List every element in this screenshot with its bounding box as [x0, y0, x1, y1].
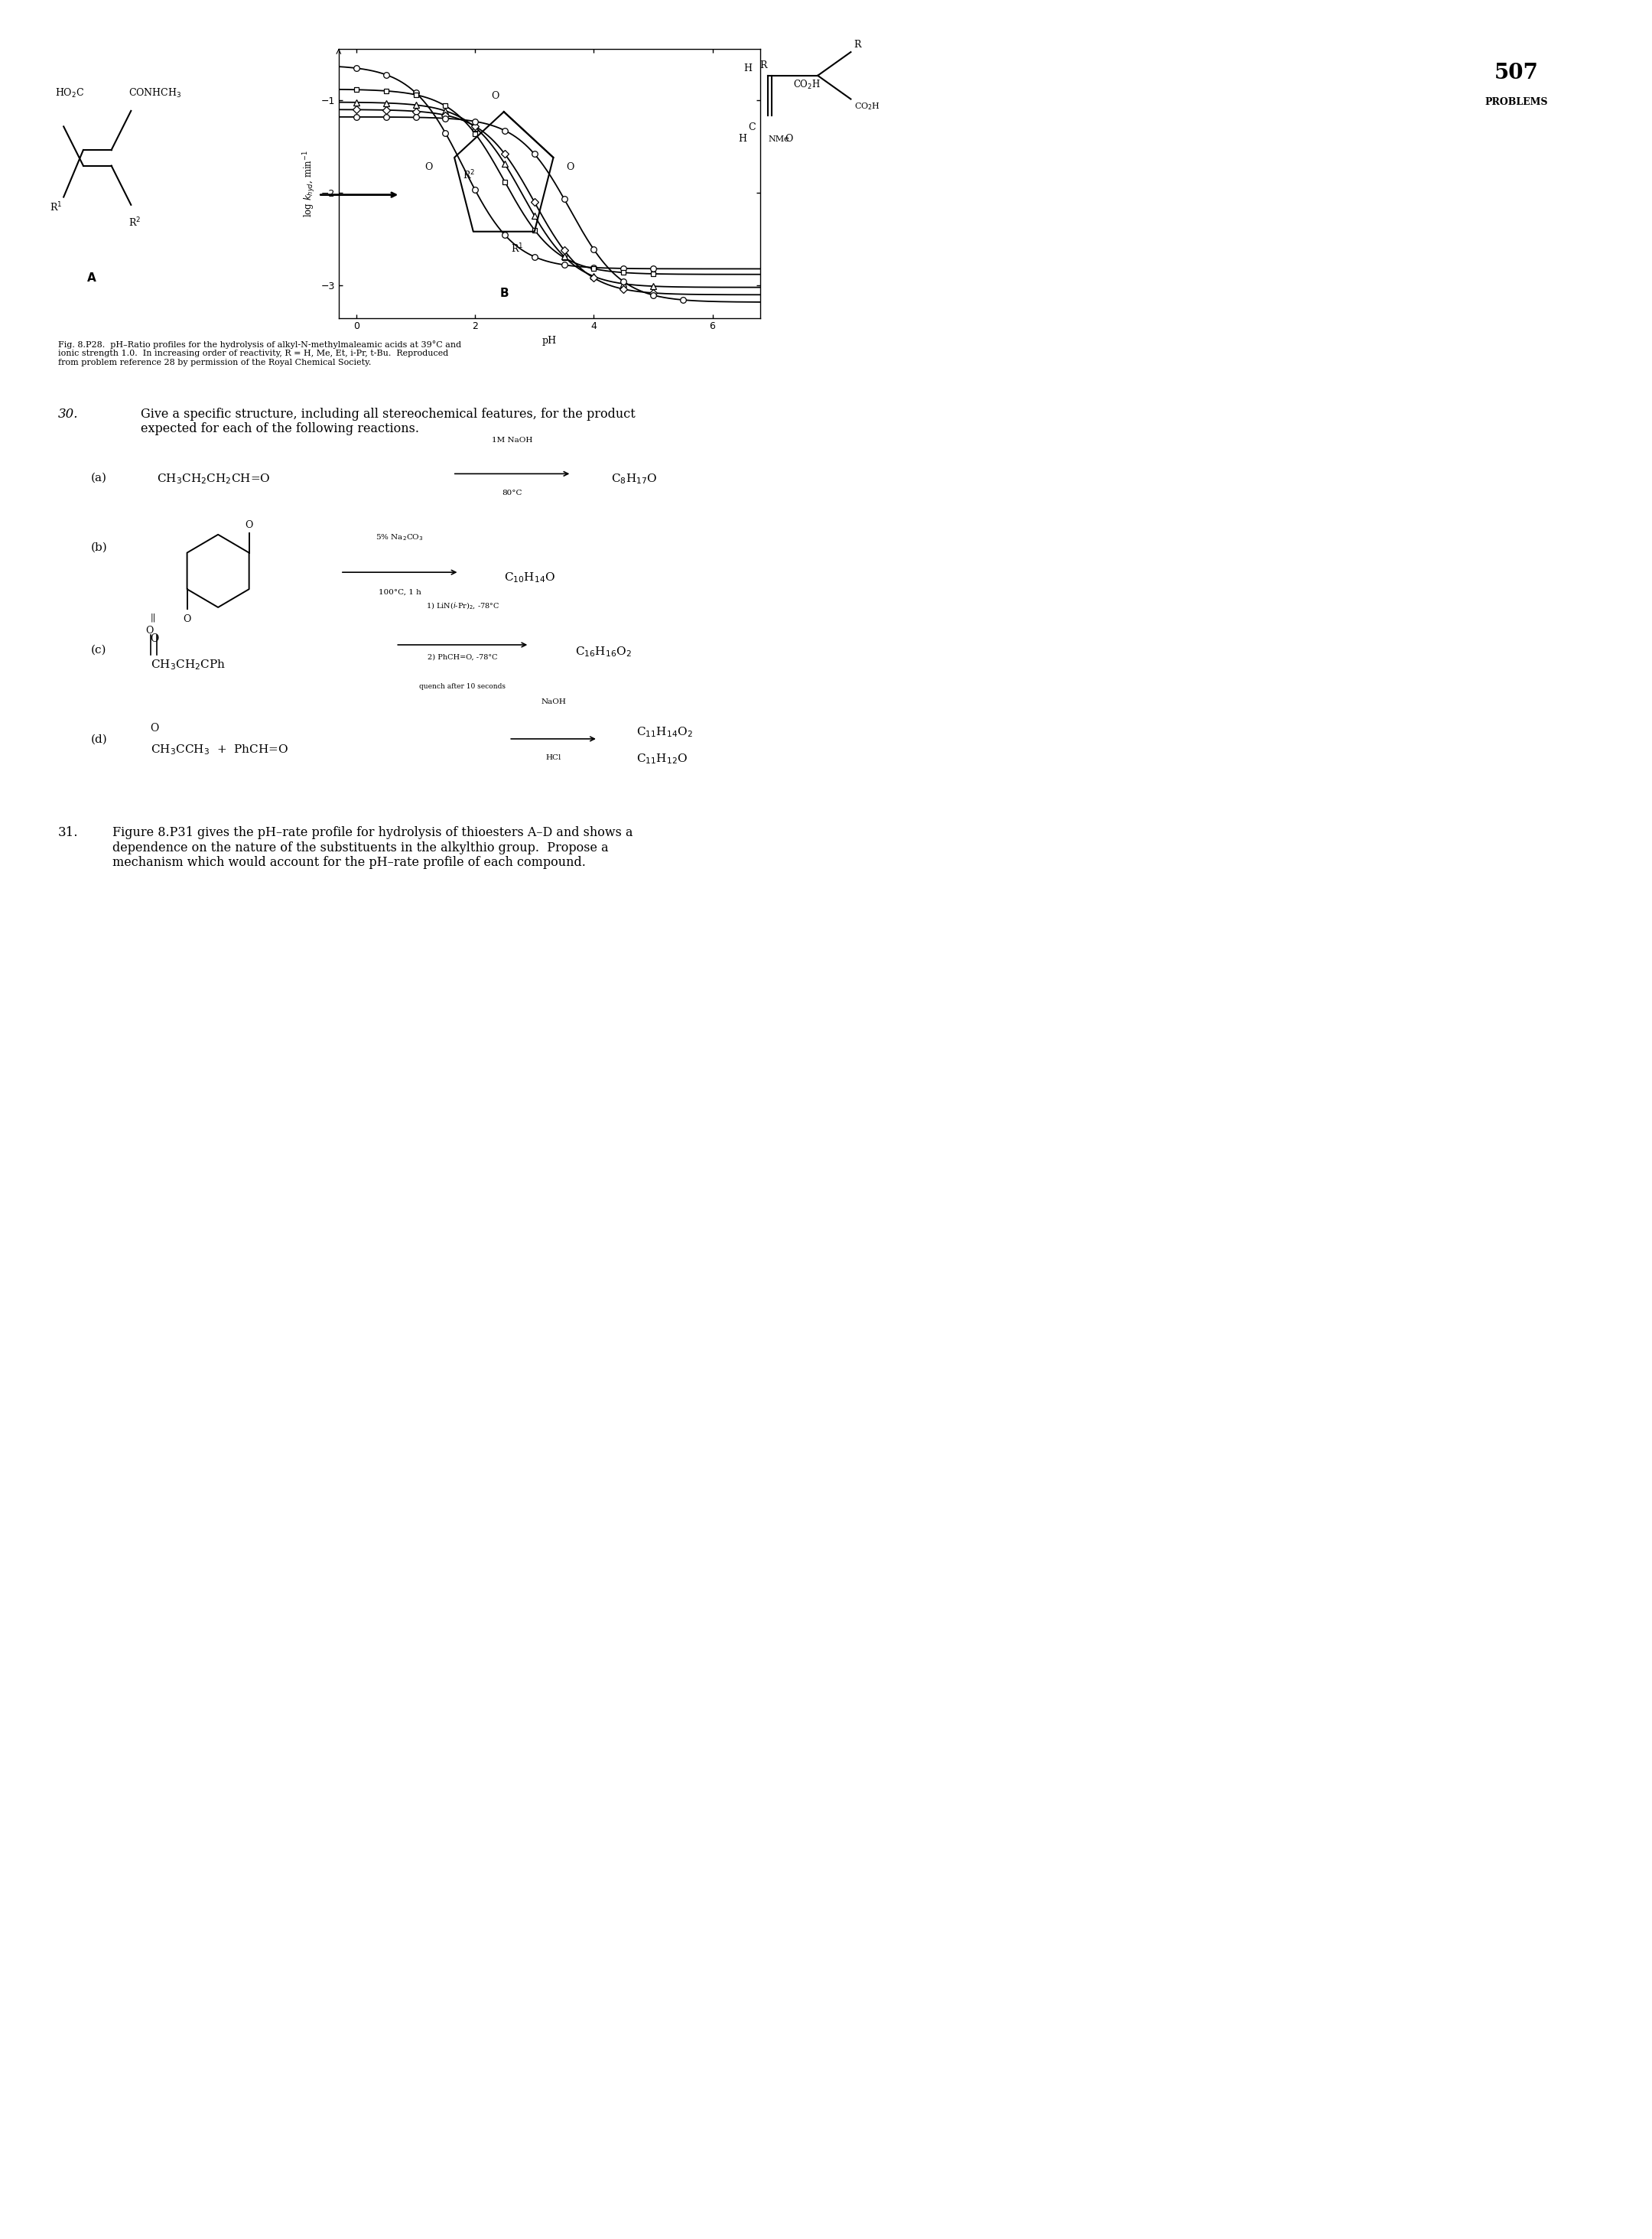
Text: 80°C: 80°C: [502, 490, 522, 497]
Text: Figure 8.P31 gives the pH–rate profile for hydrolysis of thioesters A–D and show: Figure 8.P31 gives the pH–rate profile f…: [112, 826, 633, 869]
Text: CO$_2$H: CO$_2$H: [854, 101, 881, 112]
X-axis label: pH: pH: [542, 336, 557, 345]
Text: 1M NaOH: 1M NaOH: [492, 437, 532, 443]
Text: quench after 10 seconds: quench after 10 seconds: [420, 683, 506, 690]
Text: C$_{16}$H$_{16}$O$_2$: C$_{16}$H$_{16}$O$_2$: [575, 645, 631, 658]
Text: NaOH: NaOH: [540, 699, 567, 705]
Text: CONHCH$_3$: CONHCH$_3$: [129, 87, 182, 101]
Text: O: O: [145, 627, 154, 636]
Text: HO$_2$C: HO$_2$C: [55, 87, 84, 101]
Text: 100°C, 1 h: 100°C, 1 h: [378, 589, 421, 596]
Text: O: O: [244, 519, 253, 531]
Text: (c): (c): [91, 645, 106, 656]
Text: (b): (b): [91, 542, 107, 553]
Text: (a): (a): [91, 472, 107, 484]
Text: CH$_3$CCH$_3$  +  PhCH=O: CH$_3$CCH$_3$ + PhCH=O: [150, 743, 287, 757]
Text: 5% Na$_2$CO$_3$: 5% Na$_2$CO$_3$: [375, 533, 425, 542]
Text: $\mathbf{A}$: $\mathbf{A}$: [86, 271, 97, 284]
Text: C$_{11}$H$_{12}$O: C$_{11}$H$_{12}$O: [636, 752, 687, 766]
Text: 2) PhCH=O, -78°C: 2) PhCH=O, -78°C: [428, 654, 497, 661]
Text: R$^2$: R$^2$: [463, 168, 476, 181]
Text: CO$_2$H: CO$_2$H: [793, 78, 821, 92]
Text: H: H: [738, 134, 747, 143]
Text: H: H: [743, 63, 752, 74]
Text: C$_8$H$_{17}$O: C$_8$H$_{17}$O: [611, 472, 657, 486]
Text: O: O: [150, 634, 159, 645]
Text: C$_{10}$H$_{14}$O: C$_{10}$H$_{14}$O: [504, 571, 555, 584]
Text: O: O: [183, 613, 192, 625]
Text: $\mathbf{B}$: $\mathbf{B}$: [499, 287, 509, 300]
Text: C$_{11}$H$_{14}$O$_2$: C$_{11}$H$_{14}$O$_2$: [636, 725, 692, 739]
Text: 1) LiN($i$-Pr)$_2$, -78°C: 1) LiN($i$-Pr)$_2$, -78°C: [426, 600, 499, 611]
Text: R: R: [760, 60, 767, 69]
Text: CH$_3$CH$_2$CH$_2$CH=O: CH$_3$CH$_2$CH$_2$CH=O: [157, 472, 271, 486]
Text: Fig. 8.P28.  pH–Ratio profiles for the hydrolysis of alkyl-N-methylmaleamic acid: Fig. 8.P28. pH–Ratio profiles for the hy…: [58, 340, 461, 367]
Text: PROBLEMS: PROBLEMS: [1485, 99, 1548, 107]
Text: 31.: 31.: [58, 826, 78, 840]
Text: O: O: [567, 161, 575, 172]
Text: R$^2$: R$^2$: [129, 217, 140, 228]
Text: CH$_3$CH$_2$CPh: CH$_3$CH$_2$CPh: [150, 658, 225, 672]
Text: R$^1$: R$^1$: [50, 202, 63, 213]
Text: C: C: [748, 123, 755, 132]
Y-axis label: log $k_{hyd}$, min$^{-1}$: log $k_{hyd}$, min$^{-1}$: [302, 150, 317, 217]
Text: HCl: HCl: [545, 755, 562, 761]
Text: R$^1$: R$^1$: [510, 242, 524, 255]
Text: O: O: [491, 92, 499, 101]
Text: 30.: 30.: [58, 407, 78, 421]
Text: O: O: [425, 161, 433, 172]
Text: ||: ||: [150, 613, 155, 622]
Text: O: O: [785, 134, 793, 143]
Text: NMe: NMe: [768, 134, 790, 143]
Text: 507: 507: [1495, 63, 1538, 83]
Text: Give a specific structure, including all stereochemical features, for the produc: Give a specific structure, including all…: [140, 407, 634, 437]
Text: O: O: [150, 723, 159, 734]
Text: R: R: [854, 40, 861, 49]
Text: (d): (d): [91, 734, 107, 746]
